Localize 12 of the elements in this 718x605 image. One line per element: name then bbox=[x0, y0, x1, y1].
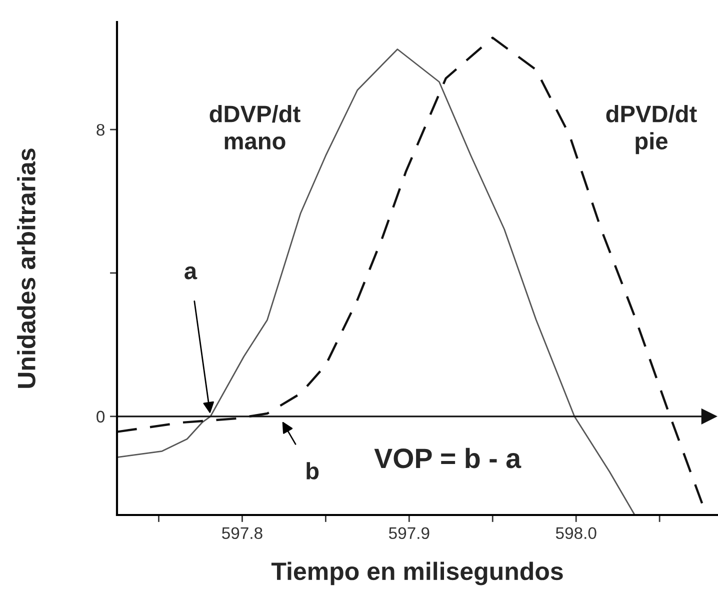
annotation: b bbox=[306, 462, 319, 480]
annotation: a bbox=[184, 266, 198, 280]
y-tick-label: 8 bbox=[96, 124, 104, 136]
x-tick-label: 597.9 bbox=[388, 527, 430, 540]
x-tick-label: 598.0 bbox=[556, 527, 596, 540]
annotation: VOP = b - a bbox=[374, 448, 522, 468]
x-axis-title: Tiempo en milisegundos bbox=[271, 562, 563, 586]
x-tick-label: 597.8 bbox=[222, 527, 262, 540]
series-label: dDVP/dt mano bbox=[210, 104, 300, 150]
y-tick-label: 0 bbox=[96, 410, 105, 423]
y-axis-title: Unidades arbitrarias bbox=[17, 148, 36, 388]
series-label: dPVD/dt pie bbox=[606, 104, 697, 154]
